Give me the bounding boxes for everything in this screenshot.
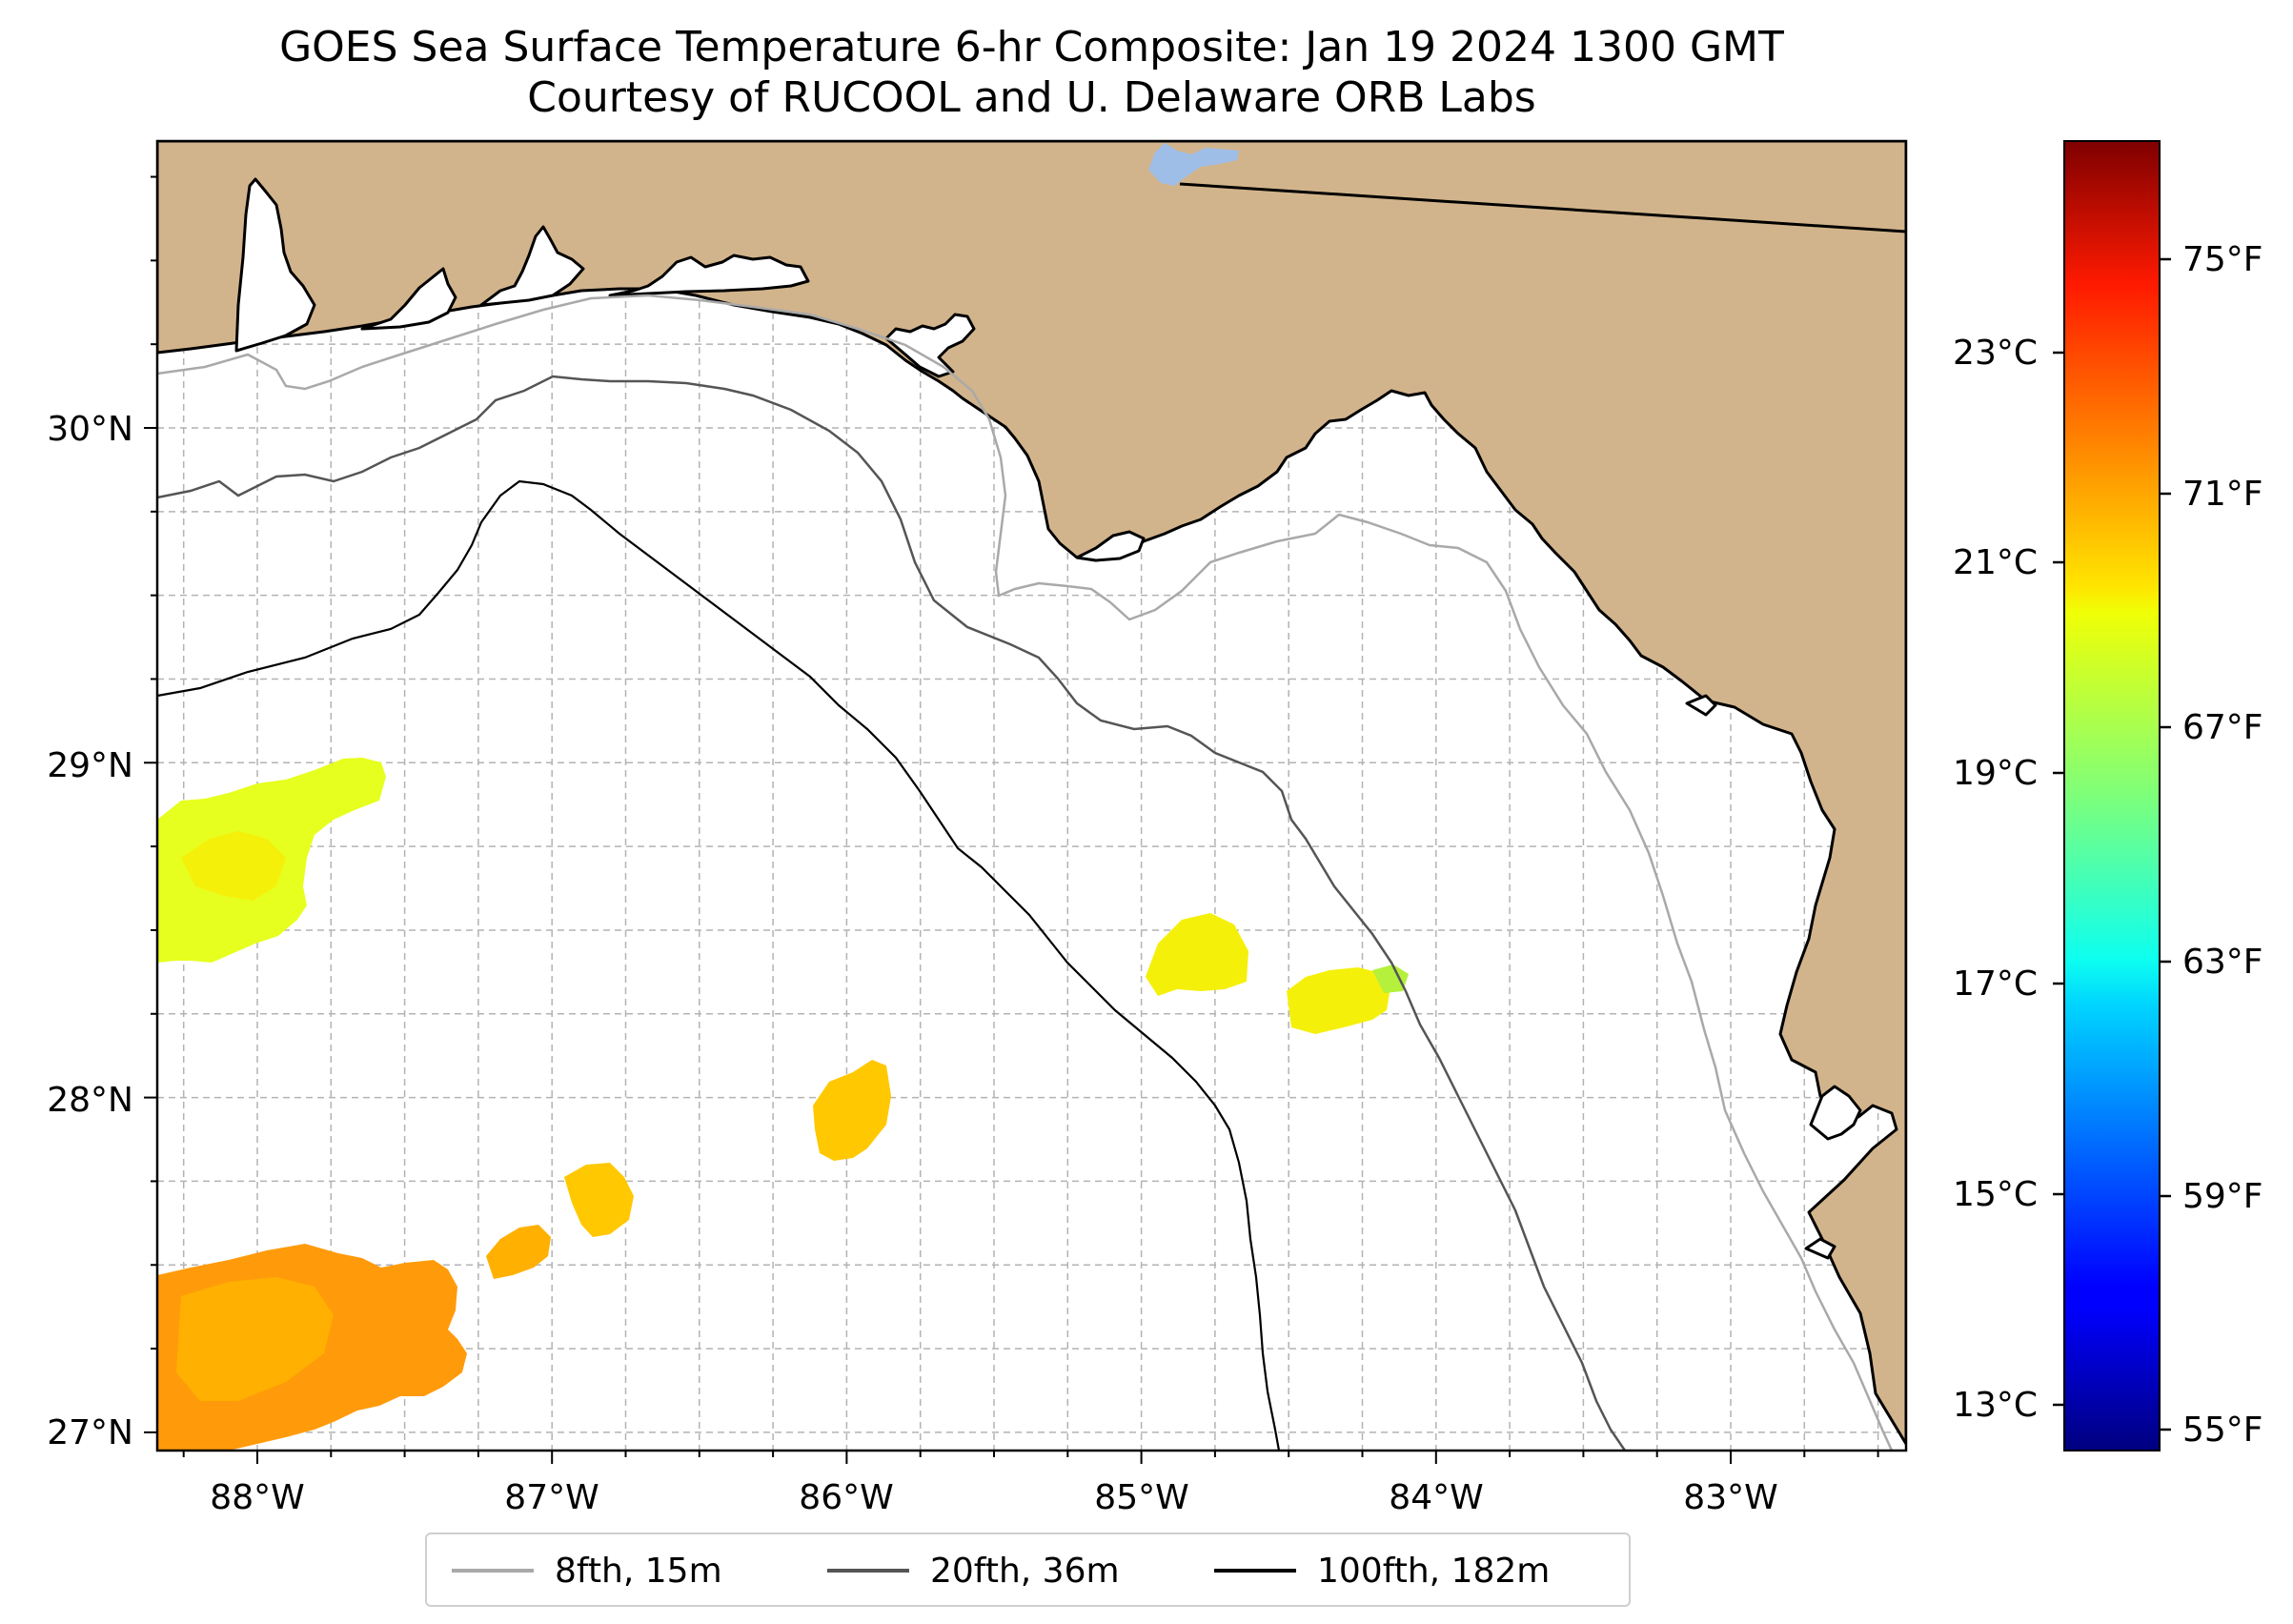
legend-label: 20fth, 36m bbox=[930, 1551, 1120, 1591]
legend-label: 100fth, 182m bbox=[1317, 1551, 1551, 1591]
colorbar-celsius-label: 17°C bbox=[1953, 964, 2038, 1004]
colorbar-fahrenheit-label: 71°F bbox=[2182, 475, 2263, 514]
legend-label: 8fth, 15m bbox=[555, 1551, 722, 1591]
colorbar-gradient bbox=[2063, 140, 2161, 1451]
legend-item-100fth: 100fth, 182m bbox=[1214, 1551, 1551, 1591]
axis-ticks bbox=[144, 175, 1879, 1464]
map-subtitle: Courtesy of RUCOOL and U. Delaware ORB L… bbox=[527, 73, 1536, 122]
depth-contour-legend: 8fth, 15m 20fth, 36m 100fth, 182m bbox=[425, 1533, 1631, 1607]
colorbar-celsius-label: 23°C bbox=[1953, 334, 2038, 373]
colorbar-fahrenheit-label: 75°F bbox=[2182, 240, 2263, 279]
latitude-axis: 30°N 29°N 28°N 27°N bbox=[47, 410, 133, 1452]
colorbar-fahrenheit-label: 55°F bbox=[2182, 1411, 2263, 1450]
legend-swatch-20fth bbox=[827, 1569, 909, 1573]
contour-20fth-36m bbox=[157, 375, 1627, 1451]
longitude-label: 84°W bbox=[1389, 1478, 1483, 1517]
map-frame bbox=[155, 139, 1908, 1452]
latitude-label: 29°N bbox=[47, 746, 133, 785]
colorbar-fahrenheit-label: 59°F bbox=[2182, 1177, 2263, 1216]
legend-item-8fth: 8fth, 15m bbox=[452, 1551, 722, 1591]
bays bbox=[234, 177, 1862, 1260]
longitude-axis: 88°W 87°W 86°W 85°W 84°W 83°W bbox=[210, 1478, 1777, 1517]
colorbar-fahrenheit-label: 67°F bbox=[2182, 708, 2263, 747]
sst-patch-green-east bbox=[1372, 964, 1409, 993]
colorbar-celsius-label: 13°C bbox=[1953, 1386, 2038, 1425]
sst-patch-orange-2 bbox=[564, 1163, 634, 1237]
longitude-label: 87°W bbox=[504, 1478, 599, 1517]
legend-swatch-100fth bbox=[1214, 1569, 1296, 1573]
colorbar-celsius-label: 19°C bbox=[1953, 754, 2038, 793]
legend-item-20fth: 20fth, 36m bbox=[827, 1551, 1120, 1591]
state-boundary-line bbox=[1179, 182, 1906, 233]
latitude-label: 30°N bbox=[47, 410, 133, 449]
latitude-label: 28°N bbox=[47, 1081, 133, 1120]
colorbar: 23°C 21°C 19°C 17°C 15°C 13°C 75°F 71°F … bbox=[1953, 140, 2263, 1451]
colorbar-celsius-label: 15°C bbox=[1953, 1175, 2038, 1214]
longitude-label: 86°W bbox=[799, 1478, 893, 1517]
longitude-label: 85°W bbox=[1094, 1478, 1188, 1517]
longitude-label: 83°W bbox=[1683, 1478, 1777, 1517]
lake bbox=[1148, 143, 1239, 186]
sst-patch-orange-3 bbox=[486, 1225, 551, 1279]
sst-patch-yellow-mid bbox=[1146, 913, 1248, 996]
latitude-label: 27°N bbox=[47, 1413, 133, 1452]
sst-patch-yellow-east bbox=[1287, 967, 1391, 1034]
sst-observations bbox=[157, 758, 1409, 1451]
sst-patch-orange-1 bbox=[813, 1060, 891, 1161]
sst-patch-yellow-west-light bbox=[181, 831, 286, 901]
colorbar-ticks bbox=[2053, 257, 2171, 1431]
legend-swatch-8fth bbox=[452, 1569, 534, 1573]
contour-8fth-15m bbox=[157, 294, 1894, 1451]
colorbar-celsius-label: 21°C bbox=[1953, 543, 2038, 582]
longitude-label: 88°W bbox=[210, 1478, 304, 1517]
colorbar-fahrenheit-label: 63°F bbox=[2182, 943, 2263, 982]
map-title: GOES Sea Surface Temperature 6-hr Compos… bbox=[279, 23, 1784, 71]
contour-100fth-182m bbox=[157, 479, 1281, 1451]
sst-patch-orange-south-light bbox=[176, 1277, 334, 1401]
